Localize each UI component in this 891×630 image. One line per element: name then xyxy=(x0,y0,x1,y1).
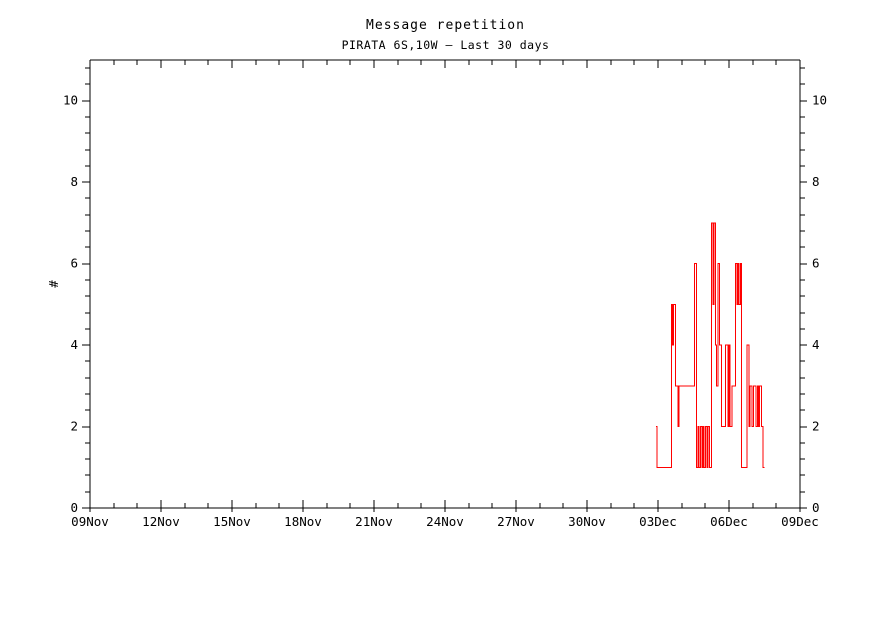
svg-text:12Nov: 12Nov xyxy=(142,514,180,529)
svg-text:6: 6 xyxy=(812,256,820,271)
svg-text:24Nov: 24Nov xyxy=(426,514,464,529)
svg-text:0: 0 xyxy=(812,500,820,515)
svg-text:2: 2 xyxy=(70,419,78,434)
svg-text:10: 10 xyxy=(63,93,78,108)
svg-text:2: 2 xyxy=(812,419,820,434)
svg-text:4: 4 xyxy=(812,337,820,352)
svg-text:8: 8 xyxy=(70,174,78,189)
svg-text:6: 6 xyxy=(70,256,78,271)
svg-text:30Nov: 30Nov xyxy=(568,514,606,529)
svg-text:15Nov: 15Nov xyxy=(213,514,251,529)
svg-text:#: # xyxy=(46,280,61,288)
svg-text:09Nov: 09Nov xyxy=(71,514,109,529)
chart-title: Message repetition xyxy=(366,18,525,33)
svg-text:06Dec: 06Dec xyxy=(710,514,748,529)
svg-text:10: 10 xyxy=(812,93,827,108)
svg-text:21Nov: 21Nov xyxy=(355,514,393,529)
series-line xyxy=(656,222,765,468)
svg-text:27Nov: 27Nov xyxy=(497,514,535,529)
svg-text:4: 4 xyxy=(70,337,78,352)
svg-text:0: 0 xyxy=(70,500,78,515)
svg-text:09Dec: 09Dec xyxy=(781,514,819,529)
svg-text:03Dec: 03Dec xyxy=(639,514,677,529)
svg-text:8: 8 xyxy=(812,174,820,189)
svg-text:18Nov: 18Nov xyxy=(284,514,322,529)
chart-subtitle: PIRATA 6S,10W — Last 30 days xyxy=(341,38,550,52)
